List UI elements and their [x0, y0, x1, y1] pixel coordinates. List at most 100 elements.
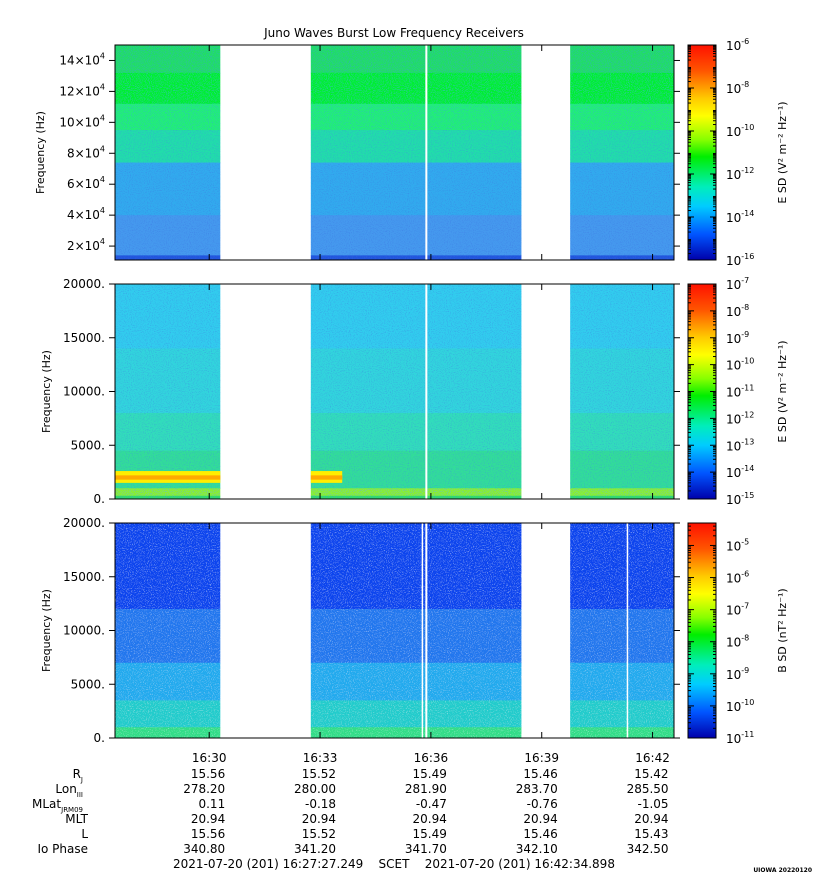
colorbar-tick-label: 10-5: [726, 537, 749, 553]
colorbar-label: B SD (nT² Hz⁻¹): [776, 588, 789, 672]
spectral-band: [310, 162, 522, 216]
ephemeris-value: 15.46: [523, 827, 557, 841]
spectral-band: [310, 727, 522, 739]
colorbar-tick-exponent: -14: [741, 209, 754, 218]
spectral-band: [115, 488, 221, 497]
spectral-band: [310, 284, 522, 349]
time-axis: 16:30 16:33 16:36 16:39 16:42: [192, 751, 670, 765]
ephemeris-value: 15.42: [634, 767, 668, 781]
colorbar-tick-label: 10-8: [726, 634, 749, 650]
colorbar-tick-exponent: -12: [741, 410, 754, 419]
colorbar-tick-exponent: -10: [741, 698, 754, 707]
colorbar-tick-label: 10-8: [726, 80, 749, 96]
ephemeris-row-label: RJ: [73, 767, 83, 784]
spectral-band: [115, 495, 221, 500]
y-tick-mantissa: 4×10: [67, 208, 100, 222]
ephemeris-value: 341.20: [294, 842, 336, 856]
data-block: [115, 523, 221, 739]
spectral-band: [310, 488, 522, 497]
colorbar-tick-exponent: -13: [741, 437, 754, 446]
spectral-band: [115, 72, 221, 105]
colorbar-tick-base: 10: [726, 125, 741, 139]
colorbar-tick-exponent: -16: [741, 252, 754, 261]
y-tick-label: 5000.: [71, 438, 105, 452]
ephemeris-value: 15.43: [634, 827, 668, 841]
ephemeris-value: 0.11: [198, 797, 225, 811]
y-tick-label: 0.: [94, 492, 105, 506]
spectral-band: [310, 662, 522, 701]
spectral-band: [115, 413, 221, 452]
colorbar-tick-label: 10-15: [726, 491, 754, 507]
ephemeris-table: RJ 15.56 15.52 15.49 15.46 15.42 LonIII 278.20 2…: [32, 767, 669, 856]
ephemeris-value: 342.50: [627, 842, 669, 856]
spectral-band: [310, 348, 522, 414]
colorbar-tick-label: 10-9: [726, 666, 749, 682]
colorbar-tick-base: 10: [726, 439, 741, 453]
colorbar-tick-exponent: -7: [741, 276, 749, 285]
ephemeris-value: 341.70: [405, 842, 447, 856]
colorbar-tick-base: 10: [726, 604, 741, 618]
y-tick-mantissa: 2×10: [67, 239, 100, 253]
spectral-band: [310, 215, 522, 256]
ephemeris-value: 20.94: [523, 812, 557, 826]
ephemeris-value: -1.05: [638, 797, 669, 811]
spectral-band: [570, 103, 674, 131]
colorbar-tick-label: 10-6: [726, 570, 749, 586]
data-block: [570, 523, 674, 739]
spectral-band: [570, 609, 674, 664]
colorbar-tick-label: 10-9: [726, 330, 749, 346]
colorbar-tick-exponent: -9: [741, 330, 749, 339]
spectral-band: [570, 162, 674, 216]
colorbar: 10-710-810-910-1010-1110-1210-1310-1410-…: [687, 276, 789, 507]
colorbar-tick-label: 10-11: [726, 730, 754, 746]
data-gap-line: [425, 523, 428, 738]
time-tick-label: 16:36: [414, 751, 449, 765]
y-tick-exponent: 4: [100, 206, 105, 215]
colorbar-tick-label: 10-11: [726, 384, 754, 400]
spectrogram-panels: 2×1044×1046×1048×10410×10412×10414×104Fr…: [34, 37, 789, 746]
time-tick-label: 16:33: [303, 751, 338, 765]
data-block: [570, 45, 674, 261]
y-tick-label: 12×104: [59, 82, 105, 98]
colorbar-tick-base: 10: [726, 254, 741, 268]
time-tick-label: 16:30: [192, 751, 227, 765]
ephemeris-value: 15.56: [191, 827, 225, 841]
ephemeris-row-label: MLT: [65, 812, 88, 826]
spectral-band: [310, 45, 522, 74]
ephemeris-value: 285.50: [627, 782, 669, 796]
colorbar-tick-base: 10: [726, 636, 741, 650]
ephemeris-label-subscript: J: [80, 776, 83, 784]
ephemeris-value: 15.49: [413, 827, 447, 841]
colorbar-tick-label: 10-12: [726, 410, 754, 426]
scet-range-label: 2021-07-20 (201) 16:27:27.249 SCET 2021-…: [173, 857, 615, 871]
ephemeris-value: 280.00: [294, 782, 336, 796]
y-tick-label: 15000.: [63, 331, 105, 345]
ephemeris-value: 283.70: [516, 782, 558, 796]
ephemeris-label-subscript: III: [77, 791, 83, 799]
colorbar-tick-label: 10-16: [726, 252, 754, 268]
colorbar-tick-exponent: -8: [741, 303, 749, 312]
y-tick-label: 20000.: [63, 516, 105, 530]
y-tick-label: 20000.: [63, 277, 105, 291]
colorbar-tick-base: 10: [726, 572, 741, 586]
y-tick-label: 10000.: [63, 624, 105, 638]
colorbar-tick-base: 10: [726, 493, 741, 507]
colorbar-tick-base: 10: [726, 278, 741, 292]
colorbar-tick-label: 10-7: [726, 602, 749, 618]
ephemeris-value: 340.80: [183, 842, 225, 856]
ephemeris-value: 20.94: [413, 812, 447, 826]
colorbar-tick-exponent: -12: [741, 166, 754, 175]
colorbar-tick-base: 10: [726, 412, 741, 426]
spectral-band: [310, 495, 522, 500]
spectral-band: [570, 348, 674, 414]
y-tick-label: 8×104: [67, 144, 105, 160]
data-block: [310, 523, 522, 739]
colorbar-tick-label: 10-14: [726, 209, 754, 225]
spectral-band: [115, 255, 221, 261]
spectral-band: [115, 348, 221, 414]
ephemeris-value: 281.90: [405, 782, 447, 796]
colorbar-tick-exponent: -14: [741, 464, 754, 473]
colorbar-tick-label: 10-10: [726, 357, 754, 373]
spectral-band: [310, 103, 522, 131]
